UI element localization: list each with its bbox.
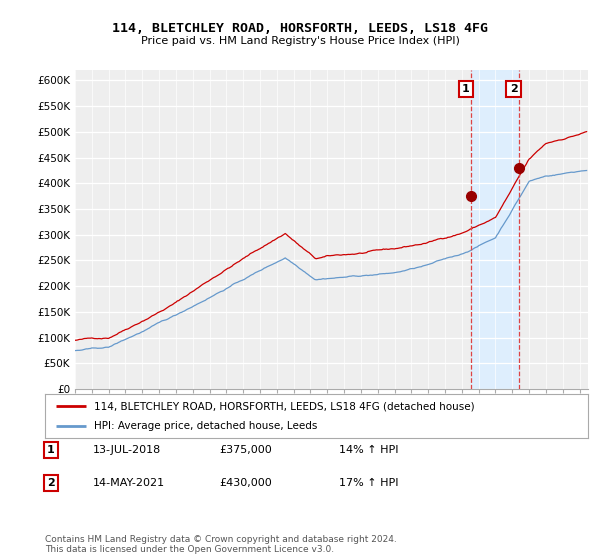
Text: 114, BLETCHLEY ROAD, HORSFORTH, LEEDS, LS18 4FG (detached house): 114, BLETCHLEY ROAD, HORSFORTH, LEEDS, L… (94, 401, 475, 411)
Text: 1: 1 (47, 445, 55, 455)
Text: £430,000: £430,000 (219, 478, 272, 488)
Text: Contains HM Land Registry data © Crown copyright and database right 2024.
This d: Contains HM Land Registry data © Crown c… (45, 535, 397, 554)
Text: 1: 1 (462, 84, 470, 94)
Bar (471, 70, 518, 389)
Text: 14% ↑ HPI: 14% ↑ HPI (339, 445, 398, 455)
Text: £375,000: £375,000 (219, 445, 272, 455)
Text: 114, BLETCHLEY ROAD, HORSFORTH, LEEDS, LS18 4FG: 114, BLETCHLEY ROAD, HORSFORTH, LEEDS, L… (112, 22, 488, 35)
Text: 14-MAY-2021: 14-MAY-2021 (93, 478, 165, 488)
Text: 2: 2 (509, 84, 517, 94)
Text: Price paid vs. HM Land Registry's House Price Index (HPI): Price paid vs. HM Land Registry's House … (140, 36, 460, 46)
Text: 13-JUL-2018: 13-JUL-2018 (93, 445, 161, 455)
Text: 2: 2 (47, 478, 55, 488)
Text: HPI: Average price, detached house, Leeds: HPI: Average price, detached house, Leed… (94, 421, 317, 431)
Text: 17% ↑ HPI: 17% ↑ HPI (339, 478, 398, 488)
